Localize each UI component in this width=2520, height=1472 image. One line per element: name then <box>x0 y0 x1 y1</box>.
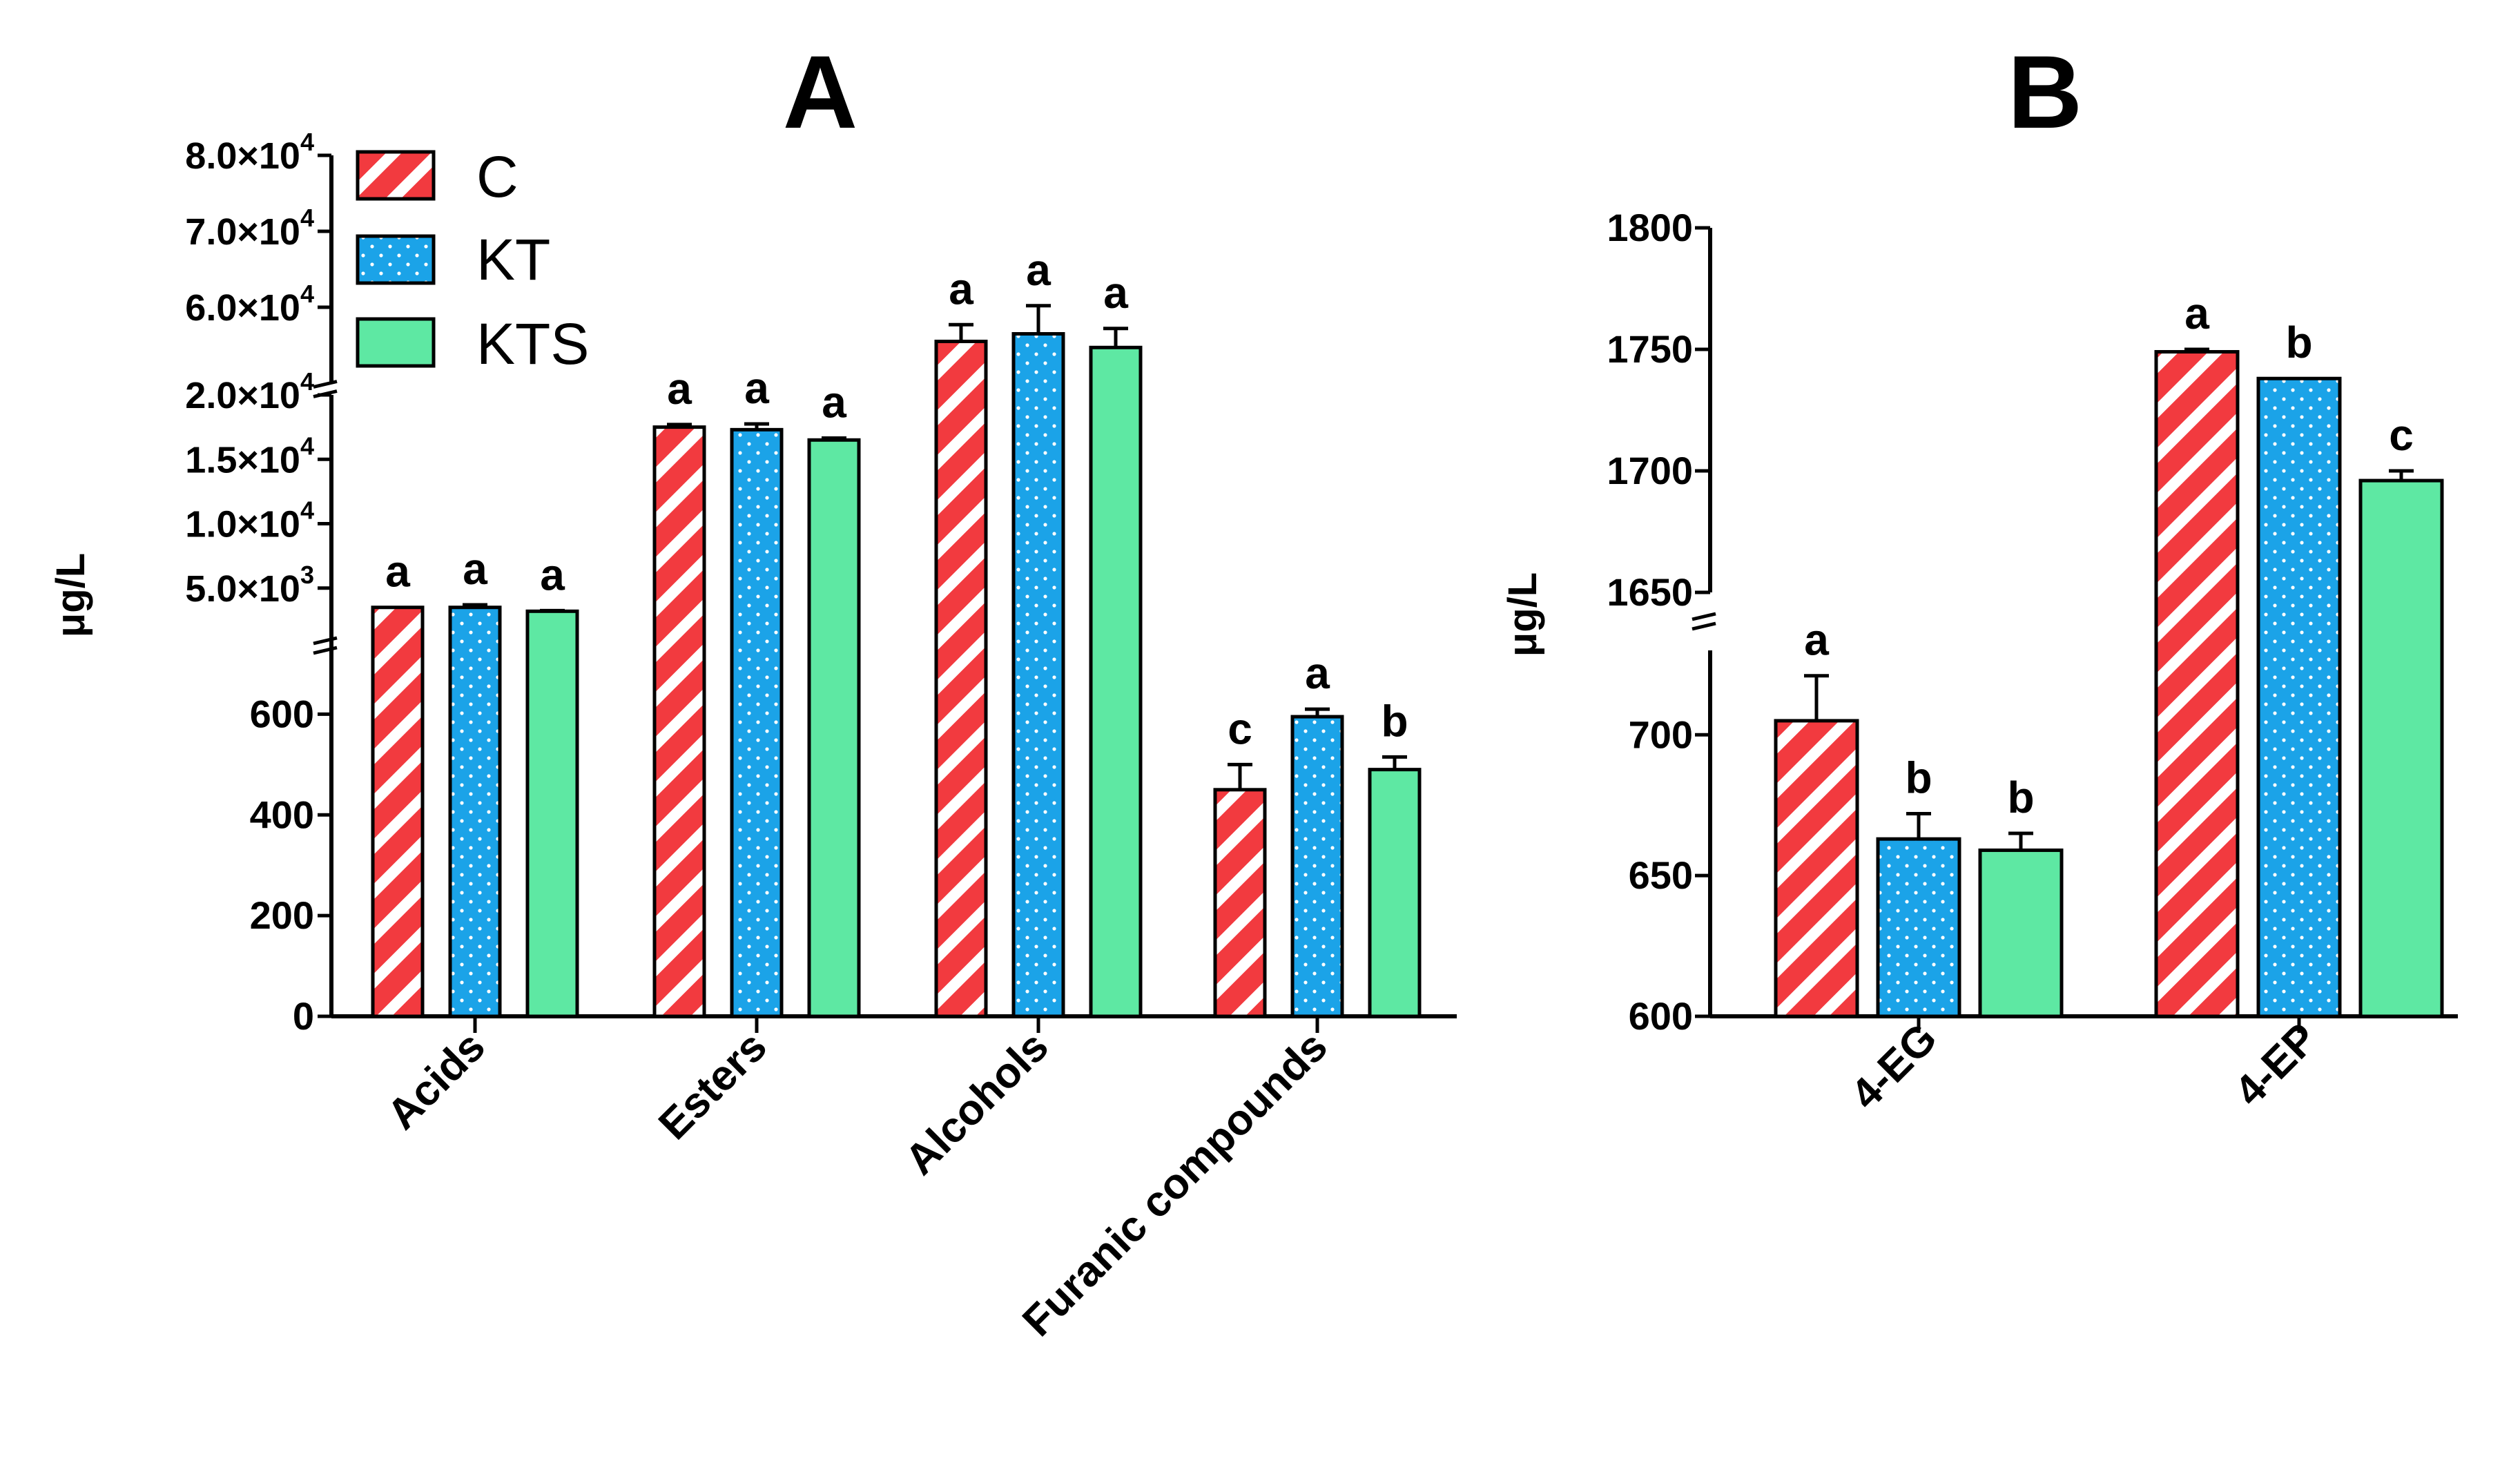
panel-b-y-tick-label: 600 <box>1629 994 1693 1038</box>
panel-a-category-label-alcohols: Alcohols <box>896 1023 1058 1184</box>
legend-label-kts: KTS <box>476 311 589 376</box>
panel-a-sig-label-esters-c: a <box>667 364 692 414</box>
panel-a-y-tick-label: 7.0×104 <box>185 204 314 253</box>
panel-a-bar-furanic-compounds-kts <box>1368 768 1422 1018</box>
panel-a-y-tick-label: 1.0×104 <box>185 496 314 545</box>
legend-item-c: C <box>356 144 518 209</box>
panel-a-sig-label-esters-kt: a <box>744 363 769 413</box>
panel-b-sig-label-4-ep-c: a <box>2184 289 2209 338</box>
panel-b-y-tick-label: 1750 <box>1607 327 1693 371</box>
panel-b-sig-label-4-eg-c: a <box>1804 615 1829 665</box>
panel-a-y-tick-label: 8.0×104 <box>185 128 314 177</box>
panel-a-y-tick-label: 6.0×104 <box>185 280 314 329</box>
panel-a-bar-alcohols-kts <box>1089 345 1143 1018</box>
panel-a-y-axis-title: μg/L <box>48 553 93 637</box>
panel-a-y-tick-label: 400 <box>250 793 314 836</box>
panel-a-bar-alcohols-kt <box>1011 332 1065 1018</box>
panel-b-letter: B <box>2008 34 2082 150</box>
panel-a-chart: A 0 200 400 600 5.0×103 1.0×104 1.5×104 2.0×104… <box>48 34 1457 1346</box>
legend-item-kt: KT <box>356 227 550 292</box>
panel-b-sig-label-4-ep-kt: b <box>2285 318 2312 367</box>
panel-a-labels: 0 200 400 600 5.0×103 1.0×104 1.5×104 2.0×104 6.… <box>185 128 1408 1346</box>
panel-a-sig-label-furanic-compounds-kt: a <box>1305 648 1330 698</box>
panel-b-axis-break-mark <box>1692 612 1716 621</box>
panel-b-y-tick-label: 1800 <box>1607 206 1693 249</box>
panel-b-y-tick-label: 1650 <box>1607 570 1693 614</box>
panel-b-y-tick-label: 650 <box>1629 853 1693 897</box>
panel-a-y-tick-label: 1.5×104 <box>185 432 314 481</box>
panel-b-bar-4-eg-c <box>1774 719 1859 1018</box>
panel-a-sig-label-furanic-compounds-kts: b <box>1381 696 1408 746</box>
panel-a-category-label-acids: Acids <box>378 1023 494 1139</box>
panel-a-bar-furanic-compounds-c <box>1213 788 1267 1018</box>
legend: C KT KTS <box>356 144 589 376</box>
panel-b-axis-break-mark <box>1692 621 1716 631</box>
panel-a-sig-label-acids-c: a <box>385 547 410 597</box>
panel-a-bar-acids-c <box>371 606 425 1018</box>
panel-a-y-tick-label: 5.0×103 <box>185 561 314 610</box>
panel-a-y-tick-label: 200 <box>250 893 314 937</box>
legend-item-kts: KTS <box>356 311 589 376</box>
panel-b-sig-label-4-eg-kts: b <box>2007 773 2034 822</box>
panel-b-bar-4-eg-kt <box>1876 837 1961 1018</box>
panel-a-sig-label-furanic-compounds-c: c <box>1228 704 1252 753</box>
panel-b-labels: 600 650 700 1650 1700 1750 1800 a b b 4-EG a b c 4-EP <box>1607 206 2413 1118</box>
panel-a-letter: A <box>783 34 857 150</box>
panel-b-bar-4-ep-c <box>2154 350 2240 1018</box>
panel-b-sig-label-4-eg-kt: b <box>1905 753 1932 802</box>
panel-b-category-label-4-eg: 4-EG <box>1842 1014 1946 1118</box>
panel-a-y-tick-label: 0 <box>293 994 314 1038</box>
panel-b-y-tick-label: 700 <box>1629 713 1693 756</box>
legend-swatch-kt <box>356 234 436 285</box>
panel-b-y-axis-title: μg/L <box>1500 572 1545 657</box>
panel-b-chart: B 600 650 700 1650 1700 1750 1800 a b b 4-EG a b c 4-E… <box>1500 34 2458 1118</box>
panel-a-sig-label-alcohols-kt: a <box>1026 245 1051 295</box>
panel-a-bar-furanic-compounds-kt <box>1290 715 1344 1018</box>
panel-b-y-tick-label: 1700 <box>1607 449 1693 492</box>
panel-a-bar-alcohols-c <box>934 340 988 1018</box>
legend-label-c: C <box>476 144 518 209</box>
panel-a-sig-label-alcohols-kts: a <box>1103 268 1128 318</box>
panel-a-bar-acids-kts <box>525 609 579 1018</box>
panel-a-bar-esters-kts <box>807 438 861 1018</box>
panel-b-bar-4-ep-kts <box>2358 478 2444 1018</box>
panel-b-bar-4-eg-kts <box>1978 848 2064 1018</box>
legend-label-kt: KT <box>476 227 550 292</box>
panel-a-y-tick-label: 2.0×104 <box>185 367 314 416</box>
panel-a-axis-break-mark <box>313 389 338 398</box>
panel-a-bar-acids-kt <box>448 606 502 1018</box>
panel-b-category-label-4-ep: 4-EP <box>2226 1014 2327 1115</box>
panel-a-bar-esters-kt <box>730 427 784 1018</box>
panel-a-sig-label-acids-kt: a <box>463 544 487 594</box>
panel-a-sig-label-acids-kts: a <box>540 550 565 599</box>
panel-b-sig-label-4-ep-kts: c <box>2389 410 2414 460</box>
panel-a-bar-esters-c <box>652 425 706 1018</box>
panel-a-sig-label-esters-kts: a <box>822 377 846 427</box>
panel-a-axes <box>313 153 1457 1033</box>
legend-swatch-kts <box>356 317 436 368</box>
panel-b-bars <box>1774 347 2444 1018</box>
legend-swatch-c <box>356 150 436 201</box>
panel-a-bars <box>371 304 1422 1018</box>
panel-a-y-tick-label: 600 <box>250 692 314 735</box>
panel-b-bar-4-ep-kt <box>2256 376 2342 1018</box>
panel-a-sig-label-alcohols-c: a <box>949 264 973 313</box>
panel-a-category-label-esters: Esters <box>650 1023 776 1149</box>
panel-a-category-label-furanic-compounds: Furanic compounds <box>1014 1023 1337 1346</box>
